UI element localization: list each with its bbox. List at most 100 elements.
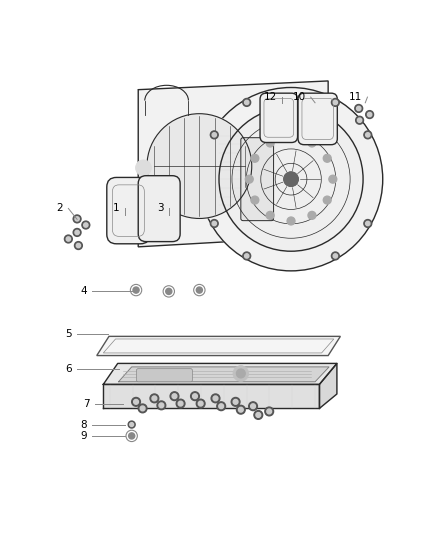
Circle shape [308, 139, 316, 147]
Circle shape [284, 172, 298, 187]
Text: 3: 3 [157, 204, 163, 213]
Circle shape [219, 404, 223, 409]
Polygon shape [97, 336, 340, 356]
Circle shape [251, 196, 259, 204]
Circle shape [150, 394, 159, 403]
Circle shape [152, 396, 157, 401]
Circle shape [329, 175, 337, 183]
Circle shape [366, 221, 370, 225]
Circle shape [159, 403, 164, 408]
Circle shape [172, 394, 177, 399]
Circle shape [233, 366, 249, 381]
Circle shape [132, 398, 141, 406]
Text: 5: 5 [65, 329, 72, 339]
Circle shape [366, 111, 374, 118]
Circle shape [364, 131, 372, 139]
Circle shape [364, 220, 372, 228]
Circle shape [267, 409, 272, 414]
Circle shape [237, 369, 245, 378]
Circle shape [128, 421, 135, 428]
Circle shape [266, 139, 274, 147]
Circle shape [212, 221, 216, 225]
Circle shape [237, 405, 245, 414]
Circle shape [251, 155, 259, 162]
Circle shape [355, 104, 363, 112]
Polygon shape [119, 367, 329, 382]
Circle shape [251, 404, 255, 409]
Circle shape [213, 396, 218, 401]
Text: 10: 10 [292, 92, 305, 102]
Circle shape [170, 392, 179, 400]
Circle shape [332, 99, 339, 107]
Circle shape [233, 399, 238, 404]
Circle shape [64, 235, 72, 243]
Text: 9: 9 [81, 431, 87, 441]
Circle shape [193, 394, 198, 399]
Polygon shape [319, 364, 337, 408]
Circle shape [129, 433, 135, 439]
Circle shape [75, 217, 79, 221]
Text: 11: 11 [349, 92, 362, 102]
FancyBboxPatch shape [137, 369, 192, 382]
Circle shape [243, 252, 251, 260]
Circle shape [332, 252, 339, 260]
Circle shape [244, 100, 249, 104]
Circle shape [254, 410, 263, 419]
Circle shape [198, 401, 203, 406]
Circle shape [357, 106, 361, 111]
Circle shape [196, 287, 202, 293]
Polygon shape [103, 364, 337, 384]
Circle shape [323, 196, 331, 204]
Polygon shape [138, 81, 328, 247]
Circle shape [73, 229, 81, 236]
Circle shape [256, 413, 261, 417]
Circle shape [75, 230, 79, 235]
Circle shape [287, 217, 295, 225]
Circle shape [134, 399, 138, 404]
FancyBboxPatch shape [107, 177, 150, 244]
Circle shape [217, 402, 226, 410]
Text: 12: 12 [264, 92, 277, 102]
Circle shape [73, 215, 81, 223]
Circle shape [74, 241, 82, 249]
Circle shape [133, 287, 139, 293]
Circle shape [287, 133, 295, 141]
Circle shape [367, 112, 372, 117]
Circle shape [191, 392, 199, 400]
Circle shape [196, 399, 205, 408]
Circle shape [136, 160, 151, 176]
Circle shape [210, 131, 218, 139]
Circle shape [178, 401, 183, 406]
Circle shape [357, 118, 362, 123]
Circle shape [199, 87, 383, 271]
Circle shape [266, 212, 274, 219]
Circle shape [211, 394, 220, 403]
Circle shape [130, 423, 134, 426]
Circle shape [210, 220, 218, 228]
FancyBboxPatch shape [260, 93, 297, 142]
Circle shape [212, 133, 216, 137]
FancyBboxPatch shape [138, 176, 180, 241]
FancyBboxPatch shape [298, 93, 337, 144]
Circle shape [140, 406, 145, 411]
FancyBboxPatch shape [241, 138, 274, 221]
Text: 6: 6 [65, 364, 72, 374]
Circle shape [166, 288, 172, 294]
Circle shape [265, 407, 274, 416]
Circle shape [243, 99, 251, 107]
Text: 2: 2 [57, 204, 63, 213]
Circle shape [157, 401, 166, 410]
Circle shape [249, 402, 258, 410]
Circle shape [244, 254, 249, 258]
Circle shape [66, 237, 71, 241]
Text: 4: 4 [81, 286, 87, 296]
Circle shape [366, 133, 370, 137]
Text: 1: 1 [113, 204, 120, 213]
Text: 7: 7 [83, 399, 89, 409]
Circle shape [333, 100, 338, 104]
Circle shape [219, 107, 363, 251]
Circle shape [84, 223, 88, 227]
Circle shape [76, 244, 81, 248]
Circle shape [238, 407, 243, 412]
Circle shape [176, 399, 185, 408]
